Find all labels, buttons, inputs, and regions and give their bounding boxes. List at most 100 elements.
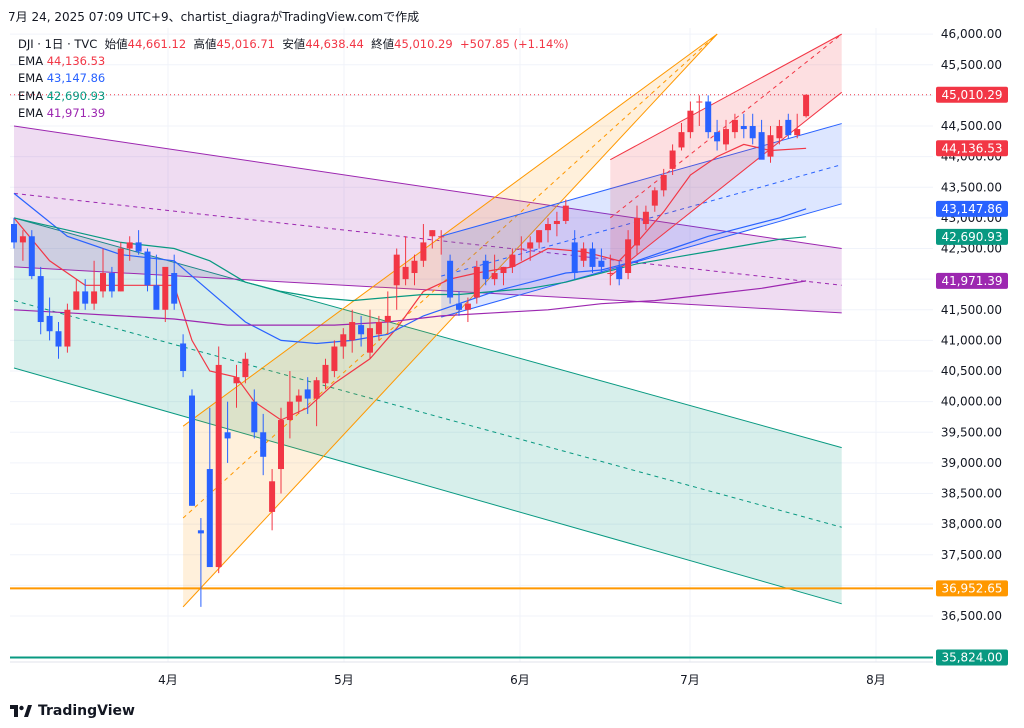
chart-title: 7月 24, 2025 07:09 UTC+9、chartist_diagraが… xyxy=(8,10,420,24)
candle-body xyxy=(758,132,765,160)
low-value: 44,638.44 xyxy=(305,37,364,51)
ema-row-1[interactable]: EMA 44,136.53 xyxy=(18,53,569,70)
candle-body xyxy=(589,248,596,267)
symbol-label[interactable]: DJI · 1日 · TVC xyxy=(18,37,98,51)
low-label: 安値 xyxy=(282,37,306,51)
channel-top-line xyxy=(182,33,718,427)
high-label: 高値 xyxy=(193,37,217,51)
candle-body xyxy=(171,273,178,304)
ema-row-4[interactable]: EMA 41,971.39 xyxy=(18,105,569,122)
candle-body xyxy=(749,126,756,139)
price-tag xyxy=(936,140,1008,157)
candle-body xyxy=(545,224,551,231)
price-tag xyxy=(936,228,1008,245)
candle-body xyxy=(100,273,106,292)
candle-body xyxy=(598,260,605,267)
candle-body xyxy=(651,190,658,206)
channel-mid-line xyxy=(13,300,842,528)
candle-body xyxy=(669,150,676,169)
candle-body xyxy=(464,303,471,310)
price-tag-label: 41,971.39 xyxy=(941,274,1002,288)
y-tick-label: 37,500.00 xyxy=(941,548,1002,562)
candle-body xyxy=(562,205,569,221)
ohlc-row: DJI · 1日 · TVC 始値44,661.12 高値45,016.71 安… xyxy=(18,36,569,53)
candle-body xyxy=(794,129,801,136)
candle-body xyxy=(696,101,703,103)
candle-body xyxy=(322,364,329,384)
close-value: 45,010.29 xyxy=(394,37,453,51)
candle-body xyxy=(135,242,142,252)
candle-body xyxy=(384,315,391,323)
candle-body xyxy=(153,285,160,310)
y-tick-label: 36,500.00 xyxy=(941,609,1002,623)
brand-name: TradingView xyxy=(38,703,135,719)
candle-body xyxy=(536,230,543,243)
candle-body xyxy=(197,530,204,534)
ema-row-2[interactable]: EMA 43,147.86 xyxy=(18,70,569,87)
candle-body xyxy=(500,266,507,274)
channel-top-line xyxy=(13,217,842,449)
candle-body xyxy=(767,135,774,157)
channel-bottom-line xyxy=(609,91,843,277)
candle-body xyxy=(642,211,649,225)
high-value: 45,016.71 xyxy=(216,37,275,51)
channel-top-line xyxy=(610,33,842,161)
ema-line xyxy=(13,217,807,302)
ema-value: 43,147.86 xyxy=(46,71,106,86)
candle-body xyxy=(687,110,694,133)
candle-body xyxy=(206,469,213,568)
y-tick-label: 43,500.00 xyxy=(941,180,1002,194)
candle-body xyxy=(491,273,498,280)
candle-body xyxy=(456,303,462,310)
candle-body xyxy=(46,315,53,332)
candle-body xyxy=(331,346,338,372)
channel-fill xyxy=(14,126,842,313)
candle-body xyxy=(447,260,454,298)
candle-body xyxy=(527,242,534,249)
candle-body xyxy=(313,380,320,399)
candle-body xyxy=(731,119,738,133)
footer: TradingView xyxy=(10,703,135,719)
y-tick-label: 41,000.00 xyxy=(941,333,1002,347)
candle-body xyxy=(64,309,71,347)
ema-line xyxy=(13,192,807,345)
y-tick-label: 46,000.00 xyxy=(941,27,1002,41)
candle-body xyxy=(367,328,373,353)
candle-body xyxy=(358,325,365,335)
channel-bottom-line xyxy=(441,203,842,318)
candle-body xyxy=(91,291,98,304)
candle-body xyxy=(509,254,516,267)
candle-body xyxy=(678,132,685,148)
candle-body xyxy=(375,322,382,335)
candle-body xyxy=(402,266,409,280)
ema-line xyxy=(13,280,807,326)
price-tag-label: 36,952.65 xyxy=(941,581,1002,595)
ema-row-3[interactable]: EMA 42,690.93 xyxy=(18,88,569,105)
candle-body xyxy=(803,94,810,117)
open-value: 44,661.12 xyxy=(127,37,187,51)
candle-body xyxy=(144,251,151,286)
channel-mid-line xyxy=(13,192,842,286)
channel-mid-line xyxy=(441,164,842,277)
candle-body xyxy=(438,236,445,238)
ema-value: 44,136.53 xyxy=(46,54,106,69)
price-tag xyxy=(936,86,1008,103)
channel-fill xyxy=(610,34,842,277)
candle-body xyxy=(420,242,427,261)
y-tick-label: 38,500.00 xyxy=(941,487,1002,501)
candle-body xyxy=(11,224,17,243)
ema-label: EMA xyxy=(18,105,44,120)
candle-body xyxy=(251,401,258,433)
candle-body xyxy=(740,126,747,130)
candle-body xyxy=(37,276,44,323)
open-label: 始値 xyxy=(104,37,128,51)
x-tick-label: 4月 xyxy=(158,673,178,687)
ema-label: EMA xyxy=(18,54,44,69)
change-value: +507.85 (+1.14%) xyxy=(460,37,569,51)
candle-body xyxy=(340,334,347,347)
candle-body xyxy=(714,132,721,142)
x-tick-label: 7月 xyxy=(680,673,700,687)
candle-body xyxy=(776,126,783,139)
x-tick-label: 6月 xyxy=(510,673,530,687)
